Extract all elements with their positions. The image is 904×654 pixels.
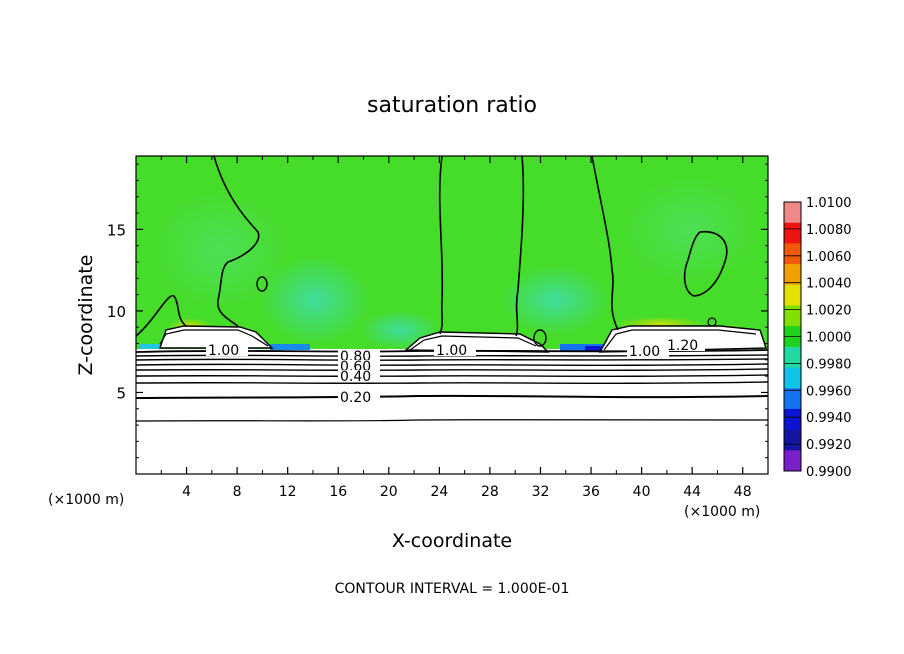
blue-band bbox=[270, 344, 310, 350]
colorbar-label: 1.0080 bbox=[806, 223, 852, 238]
contour-line bbox=[159, 329, 269, 347]
colorbar-swatch bbox=[784, 305, 801, 327]
colorbar-label: 1.0000 bbox=[806, 331, 852, 346]
contour-line bbox=[136, 394, 768, 399]
contour-line bbox=[136, 363, 768, 367]
contour-line bbox=[136, 381, 768, 385]
colorbar-swatch bbox=[784, 450, 801, 472]
contour-line bbox=[515, 156, 525, 337]
x-unit-left: (×1000 m) bbox=[48, 492, 124, 508]
colorbar-swatch bbox=[784, 429, 801, 451]
contour-line bbox=[438, 156, 444, 335]
contour-line bbox=[533, 329, 547, 347]
colorbar-swatch bbox=[784, 264, 801, 286]
cloud-block bbox=[159, 325, 274, 349]
y-axis: 5 10 15 bbox=[107, 163, 768, 459]
x-axis-label: X-coordinate bbox=[392, 530, 512, 552]
y-axis-label: Z-coordinate bbox=[75, 255, 97, 376]
colorbar-swatch bbox=[784, 284, 801, 306]
contour-line bbox=[591, 156, 619, 331]
x-tick-label: 36 bbox=[582, 484, 600, 500]
x-tick-label: 8 bbox=[233, 484, 242, 500]
contour-line bbox=[707, 317, 717, 327]
contour-labels: 1.00 1.00 1.00 1.20 0.80 0.60 0.40 0.20 bbox=[206, 338, 705, 406]
y-tick-label: 5 bbox=[116, 384, 126, 402]
colorbar-swatch bbox=[784, 408, 801, 431]
contour-line bbox=[409, 335, 537, 351]
y-tick-label: 10 bbox=[107, 303, 126, 321]
y-tick-label: 15 bbox=[107, 221, 126, 239]
contour-line bbox=[213, 156, 260, 327]
contour-label: 1.00 bbox=[208, 343, 239, 359]
x-tick-label: 40 bbox=[633, 484, 651, 500]
contour-interval-note: CONTOUR INTERVAL = 1.000E-01 bbox=[335, 581, 570, 597]
colorbar-label: 1.0020 bbox=[806, 304, 852, 319]
colorbar-swatch bbox=[784, 388, 801, 410]
contour-label: 0.20 bbox=[340, 390, 371, 406]
colorbar-swatch bbox=[784, 222, 801, 244]
colorbar-swatch bbox=[784, 243, 801, 265]
colorbar-label: 0.9940 bbox=[806, 411, 852, 426]
colorbar-label: 1.0100 bbox=[806, 196, 852, 211]
light-region bbox=[150, 190, 290, 310]
contour-label: 1.00 bbox=[629, 344, 660, 360]
x-tick-label: 24 bbox=[430, 484, 448, 500]
colorbar-swatch bbox=[784, 367, 801, 389]
colorbar: 1.0100 1.0080 1.0060 1.0040 1.0020 1.0000 0.99… bbox=[783, 196, 852, 480]
contour-line bbox=[256, 276, 268, 292]
x-axis: 4 8 12 16 20 24 28 32 36 40 44 48 bbox=[160, 156, 752, 500]
colorbar-label: 1.0060 bbox=[806, 250, 852, 265]
heatmap-field bbox=[136, 156, 768, 474]
contour-label: 1.00 bbox=[436, 343, 467, 359]
contour-line bbox=[136, 374, 768, 378]
plot-frame bbox=[135, 155, 769, 475]
x-unit-right: (×1000 m) bbox=[684, 504, 760, 520]
blue-band bbox=[140, 344, 160, 349]
contour-line bbox=[603, 329, 757, 351]
colorbar-swatch bbox=[784, 346, 801, 369]
contour-line bbox=[136, 368, 768, 372]
light-region bbox=[620, 175, 760, 285]
contour-line bbox=[136, 295, 187, 337]
contour-label: 1.20 bbox=[667, 338, 698, 354]
colorbar-label: 0.9960 bbox=[806, 384, 852, 399]
colorbar-label: 0.9920 bbox=[806, 438, 852, 453]
colorbar-label: 1.0040 bbox=[806, 277, 852, 292]
chart-title: saturation ratio bbox=[367, 93, 537, 118]
cyan-region bbox=[500, 265, 610, 335]
x-tick-label: 32 bbox=[532, 484, 550, 500]
colorbar-label: 0.9900 bbox=[806, 465, 852, 480]
x-tick-label: 28 bbox=[481, 484, 499, 500]
contour-line bbox=[136, 358, 768, 361]
contour-line bbox=[136, 419, 768, 422]
contour-label: 0.40 bbox=[340, 369, 371, 385]
blue-band bbox=[585, 346, 605, 351]
x-tick-label: 16 bbox=[329, 484, 347, 500]
cyan-region bbox=[260, 255, 370, 345]
x-tick-label: 48 bbox=[734, 484, 752, 500]
x-tick-label: 44 bbox=[683, 484, 701, 500]
x-tick-label: 12 bbox=[279, 484, 297, 500]
x-tick-label: 4 bbox=[182, 484, 191, 500]
colorbar-label: 0.9980 bbox=[806, 357, 852, 372]
colorbar-swatch bbox=[784, 202, 801, 224]
x-tick-label: 20 bbox=[380, 484, 398, 500]
contour-line bbox=[683, 231, 728, 297]
